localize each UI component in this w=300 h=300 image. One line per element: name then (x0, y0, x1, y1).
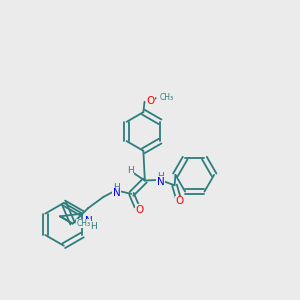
Text: CH₃: CH₃ (76, 219, 91, 228)
Text: H: H (91, 222, 97, 231)
Text: H: H (157, 172, 164, 181)
Text: H: H (112, 183, 119, 192)
Text: O: O (176, 196, 184, 206)
Text: O: O (135, 205, 143, 215)
Text: CH₃: CH₃ (159, 93, 173, 102)
Text: N: N (157, 177, 165, 187)
Text: H: H (127, 166, 134, 175)
Text: N: N (85, 216, 93, 226)
Text: N: N (113, 188, 121, 198)
Text: O: O (146, 96, 154, 106)
